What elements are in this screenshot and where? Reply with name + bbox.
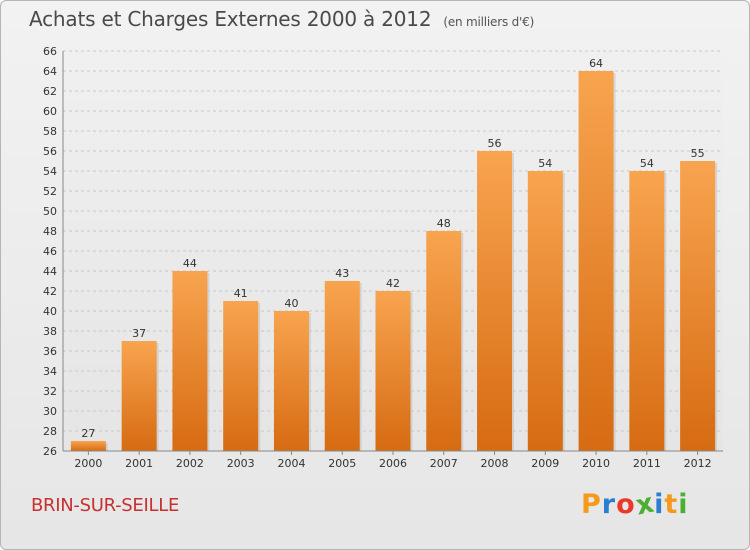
y-tick-label: 34 [43, 365, 57, 378]
x-tick-label: 2012 [684, 457, 712, 470]
x-tick-label: 2009 [531, 457, 559, 470]
data-label: 56 [488, 137, 502, 150]
y-tick-label: 66 [43, 45, 57, 58]
logo-letter: t [664, 489, 679, 520]
y-tick-label: 32 [43, 385, 57, 398]
y-tick-label: 36 [43, 345, 57, 358]
bar [223, 301, 259, 451]
y-tick-label: 48 [43, 225, 57, 238]
y-tick-label: 30 [43, 405, 57, 418]
data-label: 43 [335, 267, 349, 280]
data-label: 44 [183, 257, 197, 270]
y-tick-label: 58 [43, 125, 57, 138]
place-name: BRIN-SUR-SEILLE [31, 495, 180, 516]
logo-letter: o [616, 489, 636, 520]
data-label: 54 [538, 157, 552, 170]
y-tick-label: 50 [43, 205, 57, 218]
bar [527, 171, 563, 451]
x-tick-label: 2011 [633, 457, 661, 470]
y-tick-label: 26 [43, 445, 57, 458]
data-label: 54 [640, 157, 654, 170]
y-axis: 26 28 30 32 34 36 38 40 42 44 46 48 50 52 54 56 58 60 62 64… [43, 45, 64, 458]
unit-label: (en milliers d'€) [443, 15, 535, 29]
y-tick-label: 46 [43, 245, 57, 258]
chart-title: Achats et Charges Externes 2000 à 2012 (e… [29, 7, 534, 31]
x-tick-label: 2008 [481, 457, 509, 470]
y-tick-label: 56 [43, 145, 57, 158]
bar [273, 311, 309, 451]
data-label: 27 [81, 427, 95, 440]
bar [70, 441, 106, 451]
bar [578, 71, 614, 451]
y-tick-label: 28 [43, 425, 57, 438]
x-tick-label: 2003 [227, 457, 255, 470]
data-label: 48 [437, 217, 451, 230]
x-tick-label: 2000 [74, 457, 102, 470]
data-label: 55 [691, 147, 705, 160]
logo-letter: P [581, 489, 602, 520]
logo-letter: i [654, 489, 665, 520]
logo-letter: r [601, 489, 617, 520]
bar [121, 341, 157, 451]
proxiti-logo: Proxiti [581, 487, 689, 521]
x-tick-label: 2007 [430, 457, 458, 470]
bar [477, 151, 513, 451]
bar [375, 291, 411, 451]
bars: 27 37 44 41 40 43 42 48 56 54 64 54 55 [70, 57, 718, 451]
data-label: 40 [284, 297, 298, 310]
y-tick-label: 54 [43, 165, 57, 178]
data-label: 42 [386, 277, 400, 290]
bar [629, 171, 665, 451]
y-tick-label: 42 [43, 285, 57, 298]
x-tick-label: 2005 [328, 457, 356, 470]
logo-letter: i [678, 489, 689, 520]
bar [172, 271, 208, 451]
y-tick-label: 60 [43, 105, 57, 118]
x-axis: 2000 2001 2002 2003 2004 2005 2006 2007 2008 2009… [63, 450, 723, 470]
x-tick-label: 2010 [582, 457, 610, 470]
bar [324, 281, 360, 451]
y-tick-label: 38 [43, 325, 57, 338]
x-tick-label: 2006 [379, 457, 407, 470]
title-text: Achats et Charges Externes 2000 à 2012 [29, 7, 432, 31]
y-tick-label: 64 [43, 65, 57, 78]
bar [680, 161, 716, 451]
y-tick-label: 44 [43, 265, 57, 278]
y-tick-label: 52 [43, 185, 57, 198]
x-tick-label: 2004 [277, 457, 305, 470]
y-tick-label: 62 [43, 85, 57, 98]
y-tick-label: 40 [43, 305, 57, 318]
bar [426, 231, 462, 451]
x-tick-label: 2002 [176, 457, 204, 470]
data-label: 64 [589, 57, 603, 70]
data-label: 41 [234, 287, 248, 300]
x-tick-label: 2001 [125, 457, 153, 470]
data-label: 37 [132, 327, 146, 340]
